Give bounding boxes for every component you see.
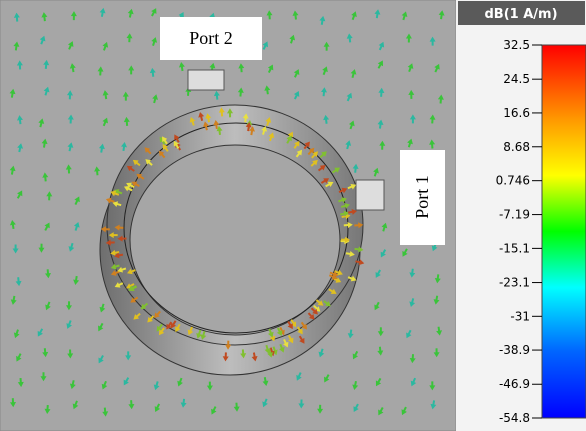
tick-label: -15.1 [499,241,530,255]
color-scale [542,45,586,418]
tick-label: 8.68 [503,140,530,154]
tick-label: -31 [510,309,530,323]
port-2-label: Port 2 [189,28,233,48]
tick-label: -7.19 [499,208,530,222]
tick-label: -54.8 [499,411,530,425]
tick-label: 0.746 [496,174,530,188]
port-2-connector [188,70,224,90]
tick-label: 32.5 [503,38,530,52]
tick-label: 16.6 [503,106,530,120]
screenshot: Port 2 Port 1 dB(1 A/m) 32.5 24.5 16.6 8.68… [0,0,586,431]
legend-title: dB(1 A/m) [484,7,557,22]
tick-label: -38.9 [499,343,530,357]
tick-label: 24.5 [503,72,530,86]
tick-label: -23.1 [499,276,530,290]
port-1-connector [356,180,384,210]
tick-label: -46.9 [499,377,530,391]
port-1-label: Port 1 [412,175,432,219]
